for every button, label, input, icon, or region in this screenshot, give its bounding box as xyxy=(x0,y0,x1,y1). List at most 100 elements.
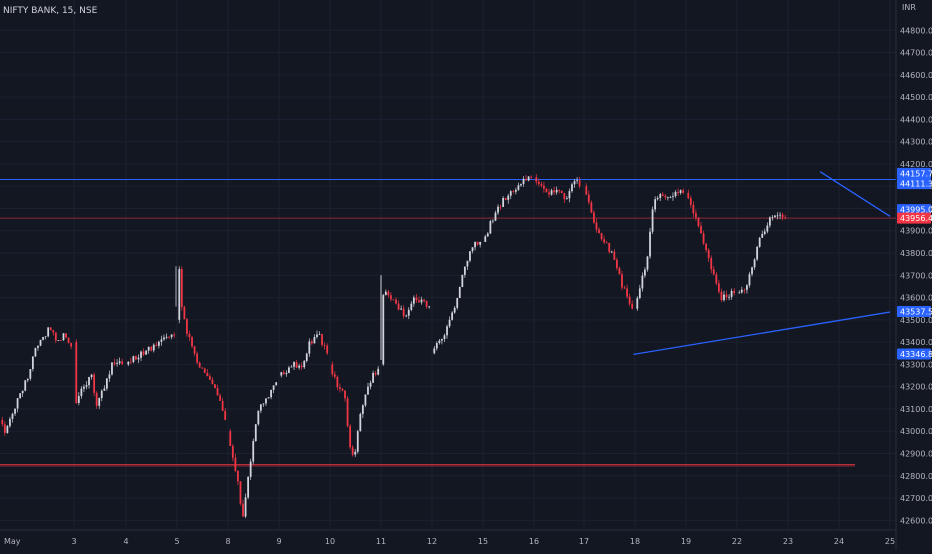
candle-body xyxy=(568,191,571,199)
candle-body xyxy=(453,307,456,313)
price-axis[interactable]: 42600.00 42700.00 42800.00 42900.00 43000.00… xyxy=(895,0,932,550)
candle-body xyxy=(522,178,525,184)
candle-body xyxy=(512,191,515,192)
x-tick-label: 18 xyxy=(630,537,640,546)
y-tick-label: 43500.00 xyxy=(900,316,932,325)
candle-body xyxy=(615,259,618,269)
candle-body xyxy=(763,231,766,234)
candle-body xyxy=(339,387,341,389)
y-tick-label: 44500.00 xyxy=(900,93,932,102)
candle-body xyxy=(613,251,616,260)
candle-body xyxy=(565,198,568,200)
candle-body xyxy=(438,340,441,344)
candle-body xyxy=(697,217,700,227)
candle-body xyxy=(560,190,563,194)
candle-body xyxy=(712,269,715,275)
candle-body xyxy=(254,424,257,442)
candle-body xyxy=(585,186,588,195)
candle-body xyxy=(756,246,759,260)
candle-body xyxy=(618,268,621,275)
horizontal-lines[interactable] xyxy=(0,179,896,467)
candle-body xyxy=(341,388,344,391)
candle-body xyxy=(44,336,47,338)
candle-body xyxy=(504,198,507,200)
price-labels: 44157.70 44111.30 43995.0543956.40 43537.50… xyxy=(897,167,932,360)
candle-body xyxy=(446,326,448,336)
candle-body xyxy=(262,403,265,405)
candle-body xyxy=(700,226,702,234)
candle-body xyxy=(221,400,224,411)
candle-body xyxy=(418,300,420,303)
candle-body xyxy=(252,441,255,462)
candle-body xyxy=(402,308,405,317)
y-tick-label: 43700.00 xyxy=(900,271,932,280)
y-tick-label: 44200.00 xyxy=(900,160,932,169)
candle-body xyxy=(689,198,692,205)
time-axis[interactable]: May 3 4 5 8 9 10 11 12 15 16 17 18 19 22 23 24 25 xyxy=(0,529,896,546)
candle-body xyxy=(779,214,781,216)
trendlines[interactable] xyxy=(633,171,891,356)
candle-body xyxy=(85,385,88,387)
candle-body xyxy=(313,336,316,344)
candle-body xyxy=(95,392,98,406)
candle-body xyxy=(275,382,278,386)
candle-body xyxy=(201,367,204,369)
candle-body xyxy=(600,233,603,240)
candle-body xyxy=(67,337,70,343)
candle-body xyxy=(356,431,359,452)
candle-body xyxy=(377,368,380,375)
candle-body xyxy=(165,336,168,338)
candle-body xyxy=(761,233,764,238)
candle-body xyxy=(216,388,219,396)
price-tag xyxy=(897,167,931,179)
candle-body xyxy=(3,424,6,433)
candle-body xyxy=(397,303,400,310)
candle-body xyxy=(70,342,73,347)
candle-body xyxy=(646,256,649,270)
candle-body xyxy=(428,306,431,308)
candle-body xyxy=(100,390,103,399)
candle-body xyxy=(234,457,237,471)
candle-body xyxy=(65,333,67,338)
x-tick-label: May xyxy=(4,537,21,546)
candle-body xyxy=(113,362,116,364)
candle-body xyxy=(661,194,664,196)
candle-body xyxy=(19,393,22,399)
candle-body xyxy=(753,259,756,268)
candle-body xyxy=(118,361,121,364)
price-tag-label: 44157.70 xyxy=(900,169,932,178)
candle-body xyxy=(288,367,290,373)
candle-body xyxy=(321,334,323,345)
candle-body xyxy=(573,181,576,185)
candle-body xyxy=(540,184,543,186)
candle-body xyxy=(392,299,395,301)
candle-body xyxy=(147,346,150,351)
candle-body xyxy=(52,330,55,333)
candle-body xyxy=(774,215,776,218)
candle-body xyxy=(331,364,334,375)
candle-body xyxy=(405,315,408,317)
price-tag xyxy=(897,305,931,317)
candle-body xyxy=(664,195,667,198)
x-tick-label: 5 xyxy=(174,537,179,546)
y-tick-label: 43100.00 xyxy=(900,405,932,414)
x-tick-label: 25 xyxy=(885,537,895,546)
candle-body xyxy=(249,461,252,477)
y-tick-label: 43900.00 xyxy=(900,227,932,236)
candle-body xyxy=(62,333,65,341)
candle-body xyxy=(257,410,260,425)
candle-body xyxy=(545,188,548,193)
candle-body xyxy=(410,303,413,310)
candle-body xyxy=(590,202,593,213)
x-tick-label: 19 xyxy=(681,537,691,546)
candle-body xyxy=(781,214,784,218)
candle-body xyxy=(387,291,390,296)
candle-body xyxy=(733,290,736,294)
candle-body xyxy=(651,209,654,232)
candle-body xyxy=(193,346,196,354)
candle-body xyxy=(674,191,677,197)
candle-body xyxy=(326,345,329,354)
candle-body xyxy=(484,236,487,242)
